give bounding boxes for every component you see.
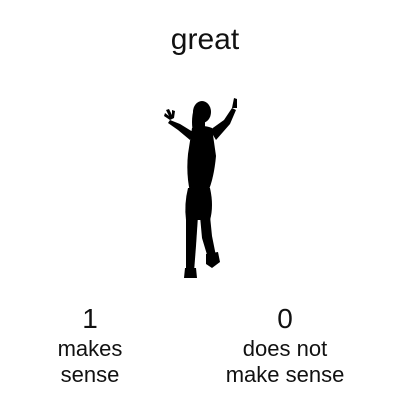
silhouette-left-hand [164,109,175,120]
option-label-line1: does not [242,336,328,361]
silhouette-right-leg [200,216,216,258]
option-label-line1: makes [57,336,123,361]
option-label-line2: make sense [225,362,345,387]
silhouette-right-arm [210,108,236,140]
silhouette-neck [198,121,205,129]
option-value: 0 [277,303,293,334]
option-makes-sense[interactable]: 1 makes sense [30,302,150,388]
silhouette-left-arm [168,120,193,140]
silhouette-hips [185,188,212,220]
option-label-line2: sense [60,362,120,387]
silhouette-left-leg [186,216,198,272]
option-value: 1 [82,303,98,334]
prompt-word: great [170,23,240,56]
dancing-silhouette-icon [164,98,237,278]
silhouette-right-hand [232,98,237,108]
option-does-not-make-sense[interactable]: 0 does not make sense [210,302,360,388]
silhouette-torso [187,126,216,192]
silhouette-right-foot [206,252,220,268]
silhouette-left-foot [184,268,197,278]
